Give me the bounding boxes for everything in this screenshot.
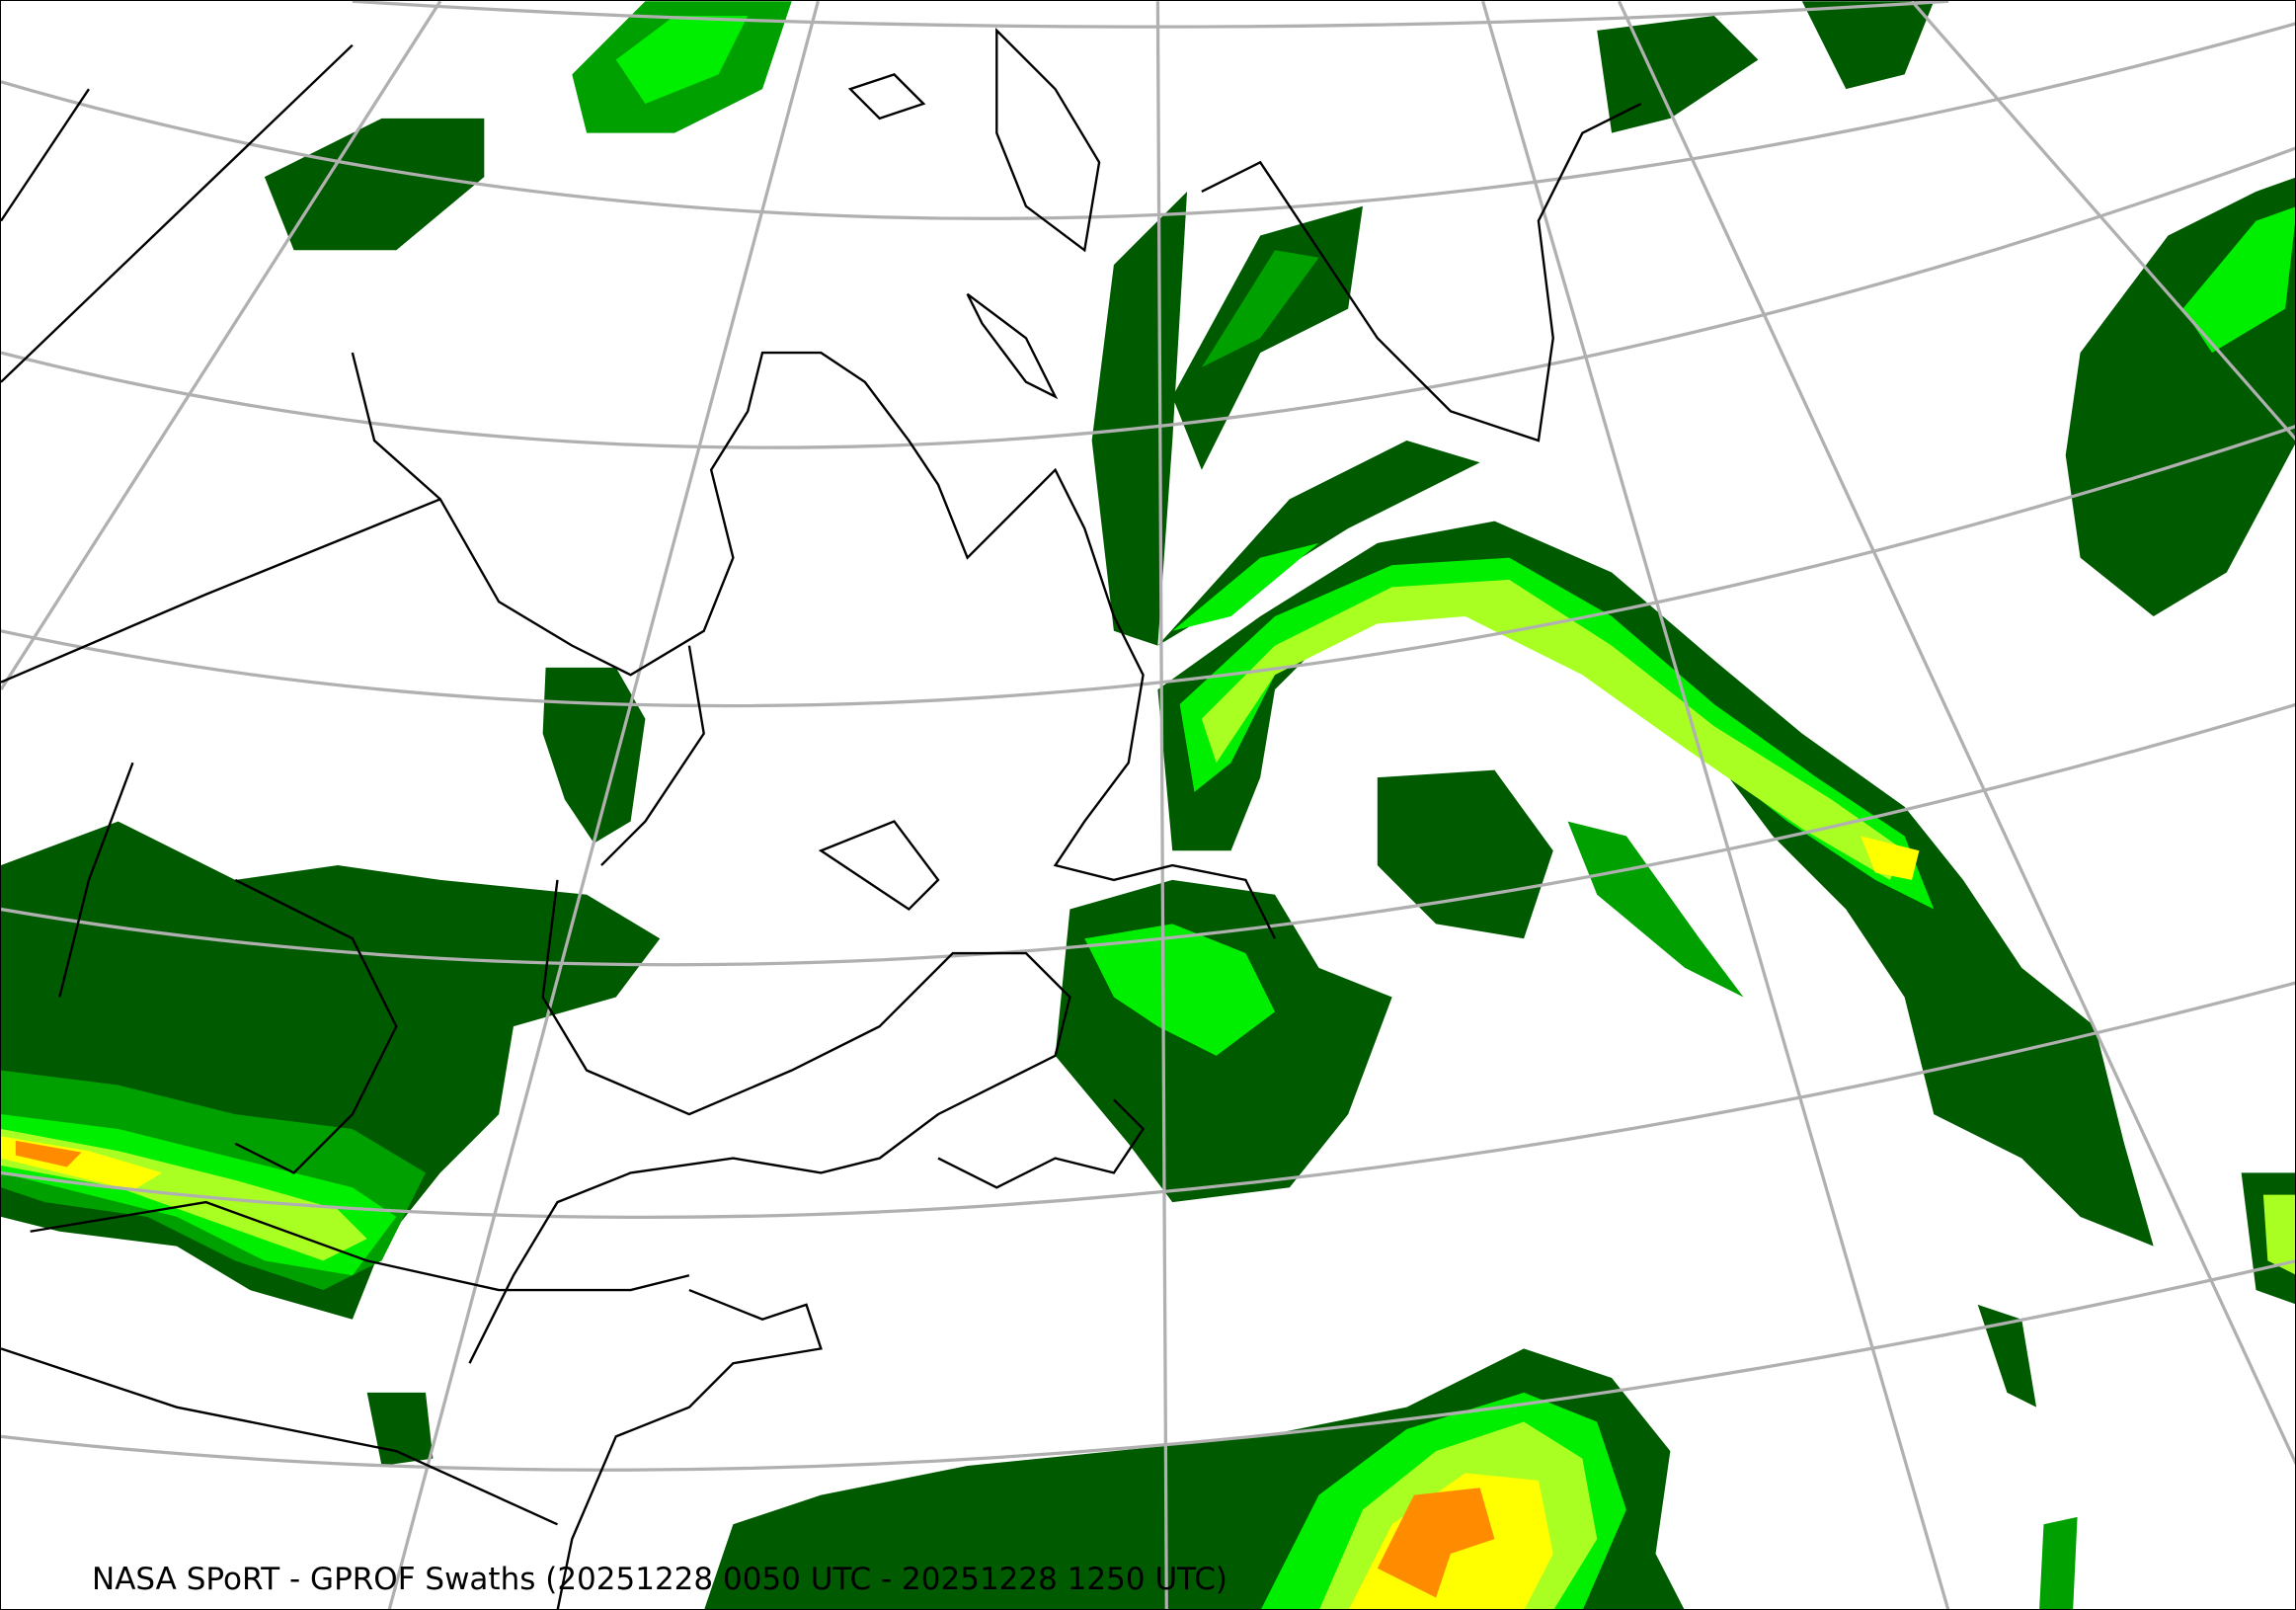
coastlines <box>1 28 1642 1609</box>
map-caption: NASA SPoRT - GPROF Swaths (20251228 0050… <box>92 1562 1227 1597</box>
